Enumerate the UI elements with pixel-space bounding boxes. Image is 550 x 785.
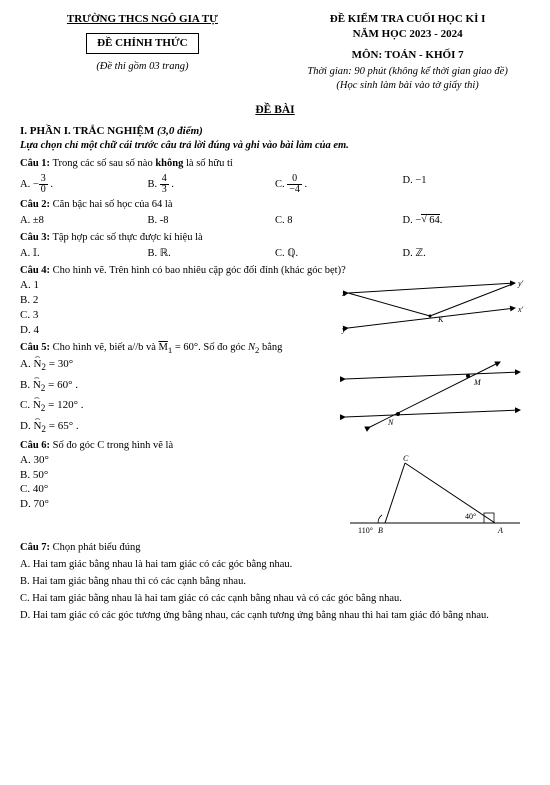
q3-text: Tập hợp các số thực được kí hiệu là — [52, 232, 202, 243]
page-count: (Đề thi gồm 03 trang) — [20, 60, 265, 74]
header-right: ĐỀ KIỂM TRA CUỐI HỌC KÌ I NĂM HỌC 2023 -… — [285, 12, 530, 93]
header: TRƯỜNG THCS NGÔ GIA TỰ ĐỀ CHÍNH THỨC (Đề… — [20, 12, 530, 93]
question-1: Câu 1: Trong các số sau số nào không là … — [20, 157, 530, 171]
q1-text: Trong các số sau số nào — [52, 158, 155, 169]
svg-text:K: K — [437, 315, 444, 324]
q1-opt-c: C. 0−4 . — [275, 174, 403, 195]
time-limit: Thời gian: 90 phút (không kể thời gian g… — [285, 65, 530, 79]
q7-opt-a: A. Hai tam giác bằng nhau là hai tam giá… — [20, 558, 530, 572]
q7-opt-d: D. Hai tam giác có các góc tương ứng bằn… — [20, 609, 530, 623]
question-6: Câu 6: Số đo góc C trong hình vẽ là — [20, 439, 530, 453]
q6-opt-c: C. 40° — [20, 482, 330, 497]
q3-opt-d: D. ℤ. — [403, 247, 531, 261]
svg-text:110°: 110° — [358, 526, 373, 535]
q3-label: Câu 3: — [20, 232, 50, 243]
q6-opt-a: A. 30° — [20, 453, 330, 468]
section-label: I. PHẦN I. TRẮC NGHIỆM — [20, 125, 154, 137]
q5-opt-c: C. N2 = 120° . — [20, 398, 330, 415]
q3-opt-b: B. ℝ. — [148, 247, 276, 261]
q6-row: A. 30° B. 50° C. 40° D. 70° C B A 110° 4… — [20, 453, 530, 538]
header-left: TRƯỜNG THCS NGÔ GIA TỰ ĐỀ CHÍNH THỨC (Đề… — [20, 12, 265, 93]
svg-text:y': y' — [517, 279, 524, 288]
q5-opt-d: D. N2 = 65° . — [20, 419, 330, 436]
q5-opt-b: B. N2 = 60° . — [20, 378, 330, 395]
q5-opt-a: A. N2 = 30° — [20, 357, 330, 374]
q3-options: A. 𝕀. B. ℝ. C. ℚ. D. ℤ. — [20, 247, 530, 261]
svg-text:C: C — [403, 454, 409, 463]
q7-opt-b: B. Hai tam giác bằng nhau thì có các cạn… — [20, 575, 530, 589]
q1-options: A. −30 . B. 43 . C. 0−4 . D. −1 — [20, 174, 530, 195]
svg-text:y: y — [341, 325, 346, 334]
school-name: TRƯỜNG THCS NGÔ GIA TỰ — [20, 12, 265, 27]
q6-opt-d: D. 70° — [20, 497, 330, 512]
q1-opt-a: A. −30 . — [20, 174, 148, 195]
q5-row: A. N2 = 30° B. N2 = 60° . C. N2 = 120° .… — [20, 357, 530, 435]
q1-opt-d: D. −1 — [403, 174, 531, 195]
q2-text: Căn bậc hai số học của 64 là — [53, 199, 173, 210]
q7-label: Câu 7: — [20, 542, 50, 553]
school-year: NĂM HỌC 2023 - 2024 — [285, 27, 530, 42]
q2-label: Câu 2: — [20, 199, 50, 210]
section-1-heading: I. PHẦN I. TRẮC NGHIỆM (3,0 điểm) — [20, 124, 530, 139]
q5-figure: M N — [330, 357, 530, 432]
q2-opt-c: C. 8 — [275, 214, 403, 228]
svg-text:M: M — [473, 378, 482, 387]
q2-opt-d: D. −√64. — [403, 214, 531, 228]
exam-title: ĐỀ KIỂM TRA CUỐI HỌC KÌ I — [285, 12, 530, 27]
svg-text:B: B — [378, 526, 383, 535]
q4-opt-b: B. 2 — [20, 293, 330, 308]
q1-emph: không — [155, 158, 183, 169]
q4-opts: A. 1 B. 2 C. 3 D. 4 — [20, 278, 330, 337]
svg-text:N: N — [387, 418, 394, 427]
q4-figure: x y' y x' K — [330, 278, 530, 338]
official-box: ĐỀ CHÍNH THỨC — [86, 33, 198, 54]
q1-opt-b: B. 43 . — [148, 174, 276, 195]
instruction-text: Lựa chọn chỉ một chữ cái trước câu trả l… — [20, 139, 530, 153]
svg-text:x': x' — [517, 305, 524, 314]
q6-opt-b: B. 50° — [20, 468, 330, 483]
q2-options: A. ±8 B. -8 C. 8 D. −√64. — [20, 214, 530, 228]
debai-heading: ĐỀ BÀI — [20, 103, 530, 119]
q2-opt-b: B. -8 — [148, 214, 276, 228]
question-5: Câu 5: Cho hình vẽ, biết a//b và M1 = 60… — [20, 341, 530, 357]
svg-text:x: x — [341, 289, 346, 298]
question-3: Câu 3: Tập hợp các số thực được kí hiệu … — [20, 231, 530, 245]
q4-opt-d: D. 4 — [20, 323, 330, 338]
q1-label: Câu 1: — [20, 158, 50, 169]
question-4: Câu 4: Cho hình vẽ. Trên hình có bao nhi… — [20, 264, 530, 278]
q6-opts: A. 30° B. 50° C. 40° D. 70° — [20, 453, 330, 512]
q4-opt-c: C. 3 — [20, 308, 330, 323]
q3-opt-c: C. ℚ. — [275, 247, 403, 261]
question-7: Câu 7: Chọn phát biểu đúng — [20, 541, 530, 555]
question-2: Câu 2: Căn bậc hai số học của 64 là — [20, 198, 530, 212]
q6-text: Số đo góc C trong hình vẽ là — [53, 440, 173, 451]
q3-opt-a: A. 𝕀. — [20, 247, 148, 261]
svg-text:40°: 40° — [465, 512, 476, 521]
q7-opt-c: C. Hai tam giác bằng nhau là hai tam giá… — [20, 592, 530, 606]
section-points: (3,0 điểm) — [157, 125, 203, 137]
q5-opts: A. N2 = 30° B. N2 = 60° . C. N2 = 120° .… — [20, 357, 330, 435]
q4-row: A. 1 B. 2 C. 3 D. 4 x y' y x' K — [20, 278, 530, 338]
q2-opt-a: A. ±8 — [20, 214, 148, 228]
svg-text:A: A — [497, 526, 503, 535]
q7-text: Chọn phát biểu đúng — [53, 542, 141, 553]
q6-label: Câu 6: — [20, 440, 50, 451]
q4-label: Câu 4: — [20, 265, 50, 276]
subject: MÔN: TOÁN - KHỐI 7 — [285, 48, 530, 63]
q6-figure: C B A 110° 40° — [330, 453, 530, 538]
q4-text: Cho hình vẽ. Trên hình có bao nhiêu cặp … — [53, 265, 346, 276]
q4-opt-a: A. 1 — [20, 278, 330, 293]
instruction-note: (Học sinh làm bài vào tờ giấy thi) — [285, 79, 530, 93]
q1-text2: là số hữu tỉ — [183, 158, 232, 169]
